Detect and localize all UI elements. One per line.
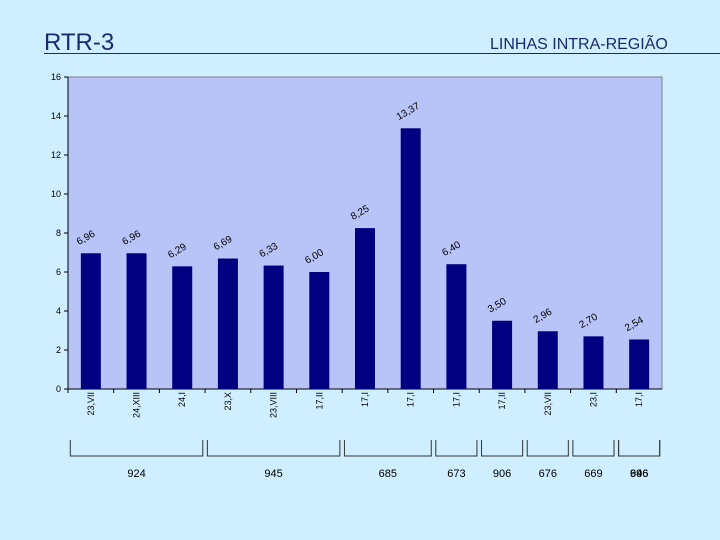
group-label: 676 xyxy=(539,468,557,480)
group-label: 946 xyxy=(630,468,648,480)
y-tick-label: 2 xyxy=(56,345,61,355)
group-label: 945 xyxy=(264,468,282,480)
group-bracket xyxy=(481,440,524,457)
y-tick-label: 0 xyxy=(56,384,61,394)
bar xyxy=(172,266,193,389)
bar xyxy=(263,265,284,389)
bar xyxy=(537,331,558,389)
y-tick-label: 8 xyxy=(56,228,61,238)
group-bracket xyxy=(206,440,341,457)
x-category-label: 17,I xyxy=(360,392,370,407)
y-tick-label: 10 xyxy=(51,189,61,199)
bar xyxy=(355,228,375,389)
bar xyxy=(309,272,330,389)
group-label: 685 xyxy=(379,468,397,480)
group-bracket xyxy=(618,440,661,457)
y-tick-label: 14 xyxy=(51,111,61,121)
x-category-label: 23,X xyxy=(223,392,233,411)
group-bracket xyxy=(435,440,478,457)
y-tick-label: 6 xyxy=(56,267,61,277)
group-bracket xyxy=(618,440,661,457)
group-bracket xyxy=(69,440,204,457)
x-category-label: 23,VII xyxy=(543,392,553,416)
page-title: RTR-3 xyxy=(44,29,115,56)
page-subtitle: LINHAS INTRA-REGIÃO xyxy=(490,36,668,53)
bar xyxy=(629,339,650,389)
x-category-label: 17,I xyxy=(451,392,461,407)
bar xyxy=(400,128,421,389)
x-category-label: 23,VII xyxy=(86,392,96,416)
y-tick-label: 4 xyxy=(56,306,61,316)
title-underline xyxy=(44,53,720,54)
y-tick-label: 12 xyxy=(51,150,61,160)
bar xyxy=(126,253,147,389)
x-category-label: 17,II xyxy=(314,392,324,410)
x-category-label: 17,I xyxy=(406,392,416,407)
bar xyxy=(583,336,604,389)
bar xyxy=(80,253,101,389)
bar xyxy=(217,258,238,389)
bar xyxy=(492,320,513,389)
group-bracket xyxy=(526,440,569,457)
bar xyxy=(446,264,467,389)
x-category-label: 17,I xyxy=(634,392,644,407)
x-category-label: 17,II xyxy=(497,392,507,410)
x-category-label: 23,VIII xyxy=(269,392,279,418)
group-label: 669 xyxy=(584,468,602,480)
x-category-label: 24,XIII xyxy=(132,392,142,418)
y-tick-label: 16 xyxy=(51,72,61,82)
x-category-label: 24,I xyxy=(177,392,187,407)
group-bracket xyxy=(343,440,432,457)
group-bracket xyxy=(572,440,615,457)
group-label: 906 xyxy=(493,468,511,480)
group-label: 696 xyxy=(630,468,648,480)
x-category-label: 23,I xyxy=(588,392,598,407)
group-label: 924 xyxy=(127,468,145,480)
group-label: 673 xyxy=(447,468,465,480)
